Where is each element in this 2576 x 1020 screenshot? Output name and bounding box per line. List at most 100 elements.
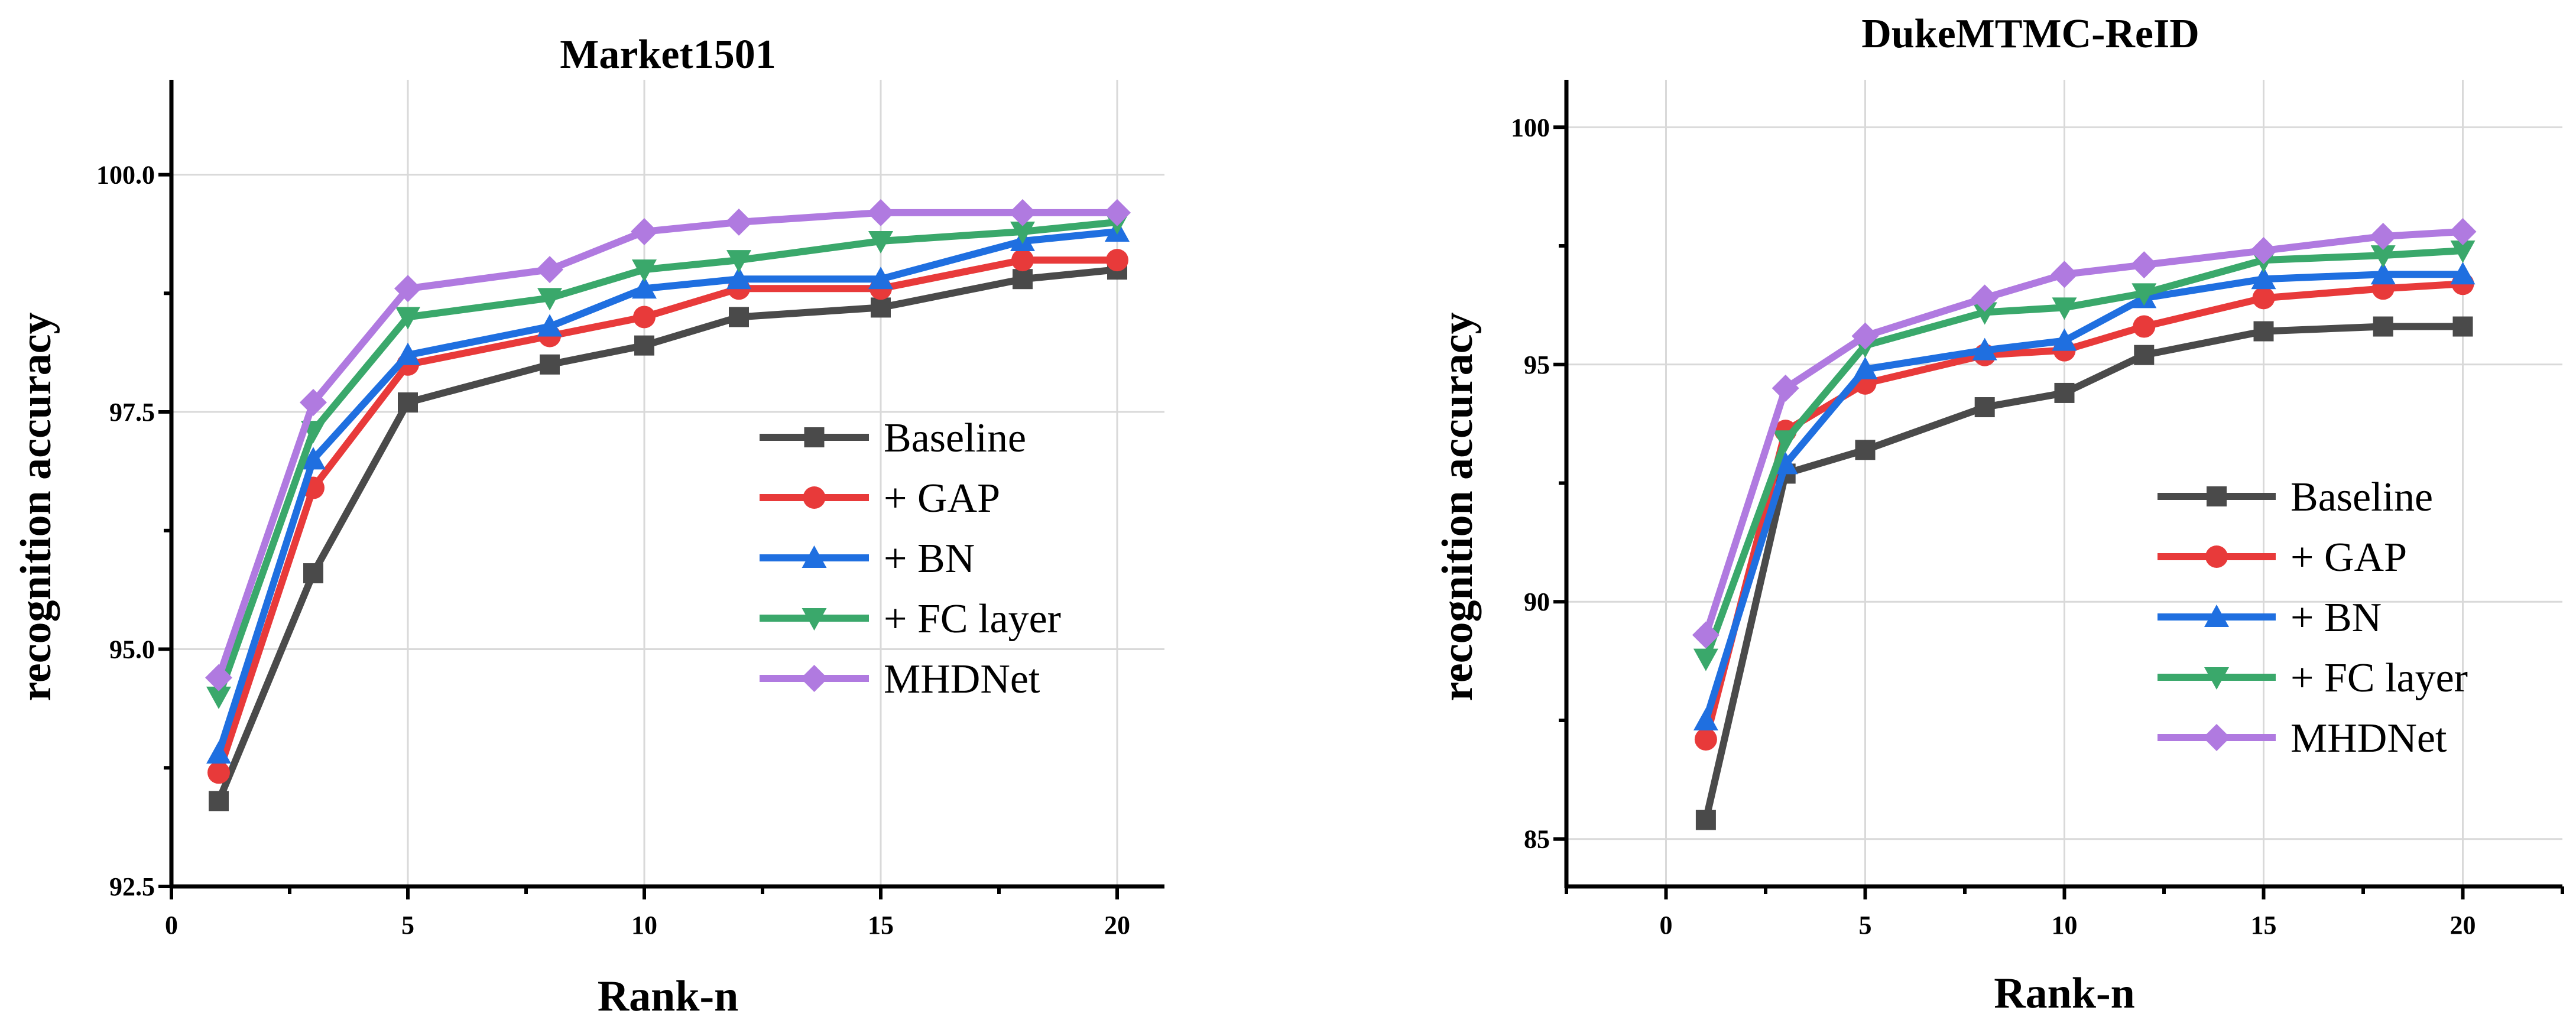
data-point-baseline	[634, 335, 654, 356]
data-point-bn	[1972, 337, 1997, 360]
legend-marker-bn	[2204, 605, 2229, 627]
legend-marker-fc-layer	[802, 608, 827, 631]
data-point-fc-layer	[206, 686, 231, 709]
data-point-bn	[2251, 267, 2276, 290]
x-tick-label: 20	[1104, 911, 1130, 940]
data-point-mhdnet	[205, 664, 232, 691]
legend-marker-fc-layer	[2204, 667, 2229, 690]
series-fc-layer	[206, 212, 1130, 709]
legend-marker-bn	[802, 545, 827, 568]
y-tick-label: 95.0	[109, 635, 155, 664]
x-tick-label: 0	[1660, 911, 1673, 940]
data-point-bn	[1773, 451, 1798, 475]
legend-label-mhdnet: MHDNet	[884, 657, 1040, 702]
data-point-baseline	[1013, 269, 1033, 290]
legend-label-baseline: Baseline	[884, 415, 1026, 461]
x-tick-label: 10	[2052, 911, 2078, 940]
legend-label-bn: + BN	[884, 536, 975, 582]
data-point-mhdnet	[2250, 237, 2277, 265]
legend-marker-mhdnet	[2203, 724, 2230, 751]
legend-marker-mhdnet	[800, 665, 828, 692]
legend-marker-baseline	[804, 427, 825, 447]
data-point-bn	[301, 447, 326, 470]
data-point-mhdnet	[2369, 222, 2397, 250]
legend-label-bn: + BN	[2291, 595, 2382, 641]
x-tick-label: 15	[2251, 911, 2277, 940]
data-point-fc-layer	[1972, 302, 1997, 325]
data-point-fc-layer	[2131, 283, 2157, 306]
y-axis-label: recognition accuracy	[12, 312, 60, 701]
data-point-mhdnet	[2449, 217, 2477, 245]
x-tick-label: 10	[631, 911, 657, 940]
data-point-baseline	[2253, 321, 2274, 342]
legend-label-fc-layer: + FC layer	[2291, 655, 2468, 701]
data-point-gap	[1011, 249, 1034, 272]
chart-dukemtmc-reid: 0 5 10 15 20 85 90 95 100 DukeMTMC-ReID Rank-n reco…	[1433, 11, 2564, 1018]
data-point-bn	[868, 267, 893, 290]
data-point-mhdnet	[1104, 199, 1131, 226]
data-point-mhdnet	[2051, 261, 2078, 288]
data-point-mhdnet	[631, 217, 658, 245]
data-point-bn	[1852, 356, 1878, 379]
legend-marker-gap	[2205, 545, 2228, 568]
data-point-fc-layer	[1010, 221, 1035, 244]
y-tick-label: 85	[1524, 825, 1550, 854]
y-tick-label: 92.5	[109, 872, 155, 901]
legend-label-mhdnet: MHDNet	[2291, 716, 2447, 761]
data-point-bn	[2450, 262, 2476, 285]
data-point-baseline	[2054, 382, 2075, 403]
data-point-baseline	[1695, 810, 1716, 830]
chart-market1501: 0 5 10 15 20 92.5 95.0 97.5 100.0 Market1501 Rank-…	[12, 32, 1164, 1020]
x-axis-label: Rank-n	[598, 972, 739, 1020]
data-point-mhdnet	[2130, 251, 2158, 279]
x-tick-label: 15	[868, 911, 894, 940]
y-axis-label: recognition accuracy	[1433, 312, 1482, 701]
data-point-fc-layer	[537, 288, 562, 311]
data-point-mhdnet	[1971, 284, 1998, 312]
data-point-bn	[632, 276, 657, 299]
data-point-baseline	[2134, 345, 2155, 365]
data-point-baseline	[1855, 440, 1876, 460]
data-point-baseline	[398, 392, 418, 412]
x-tick-label: 5	[1859, 911, 1872, 940]
data-point-baseline	[729, 307, 749, 327]
y-tick-label: 90	[1524, 587, 1550, 616]
data-point-baseline	[2452, 316, 2473, 337]
data-point-bn	[726, 267, 751, 290]
x-axis-label: Rank-n	[1994, 969, 2135, 1018]
data-point-fc-layer	[1693, 648, 1718, 671]
chart-title: DukeMTMC-ReID	[1861, 11, 2199, 57]
data-point-bn	[537, 314, 562, 337]
legend-label-fc-layer: + FC layer	[884, 596, 1061, 642]
data-point-fc-layer	[726, 250, 751, 273]
y-tick-label: 100.0	[96, 161, 155, 190]
x-tick-label: 20	[2450, 911, 2476, 940]
chart-title: Market1501	[560, 32, 776, 77]
data-point-mhdnet	[536, 256, 563, 284]
legend-marker-gap	[803, 486, 826, 509]
legend-marker-baseline	[2207, 486, 2227, 506]
y-tick-label: 95	[1524, 350, 1550, 379]
legend: Baseline + GAP + BN + FC layer MHDNet	[760, 415, 1061, 702]
y-tick-label: 97.5	[109, 398, 155, 427]
x-tick-label: 5	[401, 911, 414, 940]
data-point-mhdnet	[725, 208, 752, 236]
data-point-gap	[633, 306, 656, 329]
data-point-mhdnet	[1692, 621, 1720, 649]
data-point-fc-layer	[2450, 241, 2476, 264]
data-point-mhdnet	[1772, 374, 1799, 402]
data-point-fc-layer	[395, 307, 420, 330]
data-point-baseline	[303, 563, 323, 584]
data-point-baseline	[871, 297, 891, 318]
data-point-bn	[2052, 328, 2077, 351]
x-tick-label: 0	[165, 911, 178, 940]
legend-label-gap: + GAP	[2291, 535, 2407, 580]
y-tick-label: 100	[1511, 113, 1550, 142]
data-point-baseline	[209, 791, 229, 811]
series-baseline	[209, 259, 1127, 811]
data-point-bn	[2370, 262, 2396, 285]
data-point-fc-layer	[868, 231, 893, 254]
data-point-mhdnet	[300, 389, 327, 416]
data-point-gap	[2252, 287, 2275, 310]
